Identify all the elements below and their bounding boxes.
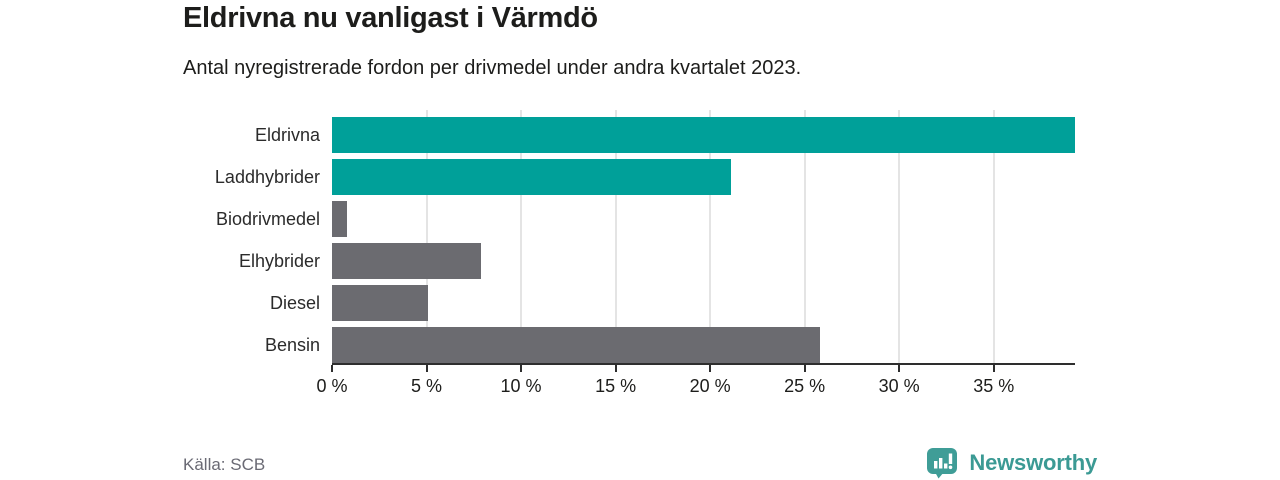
category-label: Elhybrider <box>238 251 320 271</box>
bar-track <box>332 285 1075 321</box>
bar <box>332 285 429 321</box>
bar <box>332 159 731 195</box>
gridline <box>898 110 901 363</box>
axis-tick-label: 25 % <box>784 376 826 396</box>
category-label: Diesel <box>269 293 320 313</box>
bar-chart: Eldrivna Laddhybrider Biodrivmedel Elhybrid… <box>183 110 1075 410</box>
bar-track <box>332 201 1075 237</box>
axis-tick <box>614 365 617 372</box>
gridline <box>992 110 995 363</box>
gridline <box>709 110 712 363</box>
newsworthy-logo-icon <box>927 448 958 479</box>
bar-row: Bensin <box>183 327 1075 363</box>
bar-track <box>332 159 1075 195</box>
category-label: Bensin <box>264 335 320 355</box>
axis-tick-label: 35 % <box>973 376 1015 396</box>
chart-subtitle: Antal nyregistrerade fordon per drivmede… <box>183 57 802 79</box>
axis-tick-label: 5 % <box>411 376 443 396</box>
chart-title: Eldrivna nu vanligast i Värmdö <box>183 2 598 34</box>
axis-tick <box>898 365 901 372</box>
gridline <box>614 110 617 363</box>
category-label: Eldrivna <box>254 125 320 145</box>
bar-track <box>332 327 1075 363</box>
axis-tick <box>520 365 523 372</box>
bar-row: Biodrivmedel <box>183 201 1075 237</box>
bar-track <box>332 243 1075 279</box>
axis-tick <box>709 365 712 372</box>
bar <box>332 327 820 363</box>
x-axis-line <box>332 363 1075 365</box>
bar-row: Eldrivna <box>183 117 1075 153</box>
axis-tick <box>992 365 995 372</box>
plot-area <box>332 110 1075 363</box>
source-text: Källa: SCB <box>183 455 266 474</box>
axis-tick <box>331 365 333 372</box>
axis-tick <box>803 365 806 372</box>
newsworthy-wordmark: Newsworthy <box>969 450 1097 475</box>
category-label: Laddhybrider <box>214 167 320 187</box>
axis-tick <box>425 365 428 372</box>
axis-tick-label: 0 % <box>316 376 348 396</box>
x-axis: 0 % 5 % 10 % 15 % 20 % 25 % 30 % 35 % <box>316 110 1075 410</box>
bar <box>332 243 482 279</box>
axis-tick-label: 20 % <box>689 376 731 396</box>
axis-tick-label: 15 % <box>595 376 637 396</box>
axis-tick-label: 10 % <box>500 376 542 396</box>
bar <box>332 117 1075 153</box>
bar-row: Laddhybrider <box>183 159 1075 195</box>
bar <box>332 201 348 237</box>
category-label: Biodrivmedel <box>215 209 320 229</box>
bar-track <box>332 117 1075 153</box>
gridline <box>520 110 523 363</box>
newsworthy-logo: Newsworthy <box>926 447 1097 479</box>
bar-row: Elhybrider <box>183 243 1075 279</box>
bar-rows: Eldrivna Laddhybrider Biodrivmedel Elhybrid… <box>183 110 1075 369</box>
gridline <box>425 110 428 363</box>
axis-tick-label: 30 % <box>878 376 920 396</box>
bar-row: Diesel <box>183 285 1075 321</box>
gridline <box>803 110 806 363</box>
